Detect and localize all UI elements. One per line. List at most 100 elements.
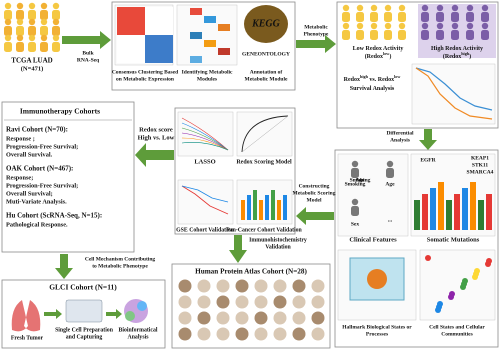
label: Age: [385, 181, 395, 187]
cell-icon: [472, 274, 478, 280]
label: Clinical Features: [349, 236, 397, 243]
tissue-icon: [292, 311, 306, 325]
person-icon: [466, 12, 474, 22]
survival-curve: [415, 67, 493, 120]
module-block: [218, 48, 230, 55]
arrow: [229, 235, 247, 263]
person-icon: [342, 12, 350, 22]
tissue-icon: [254, 279, 268, 293]
label: Metabolic: [304, 24, 328, 30]
heatmap-cell: [145, 21, 152, 28]
heatmap-cell: [159, 56, 166, 63]
heatmap-cell: [131, 21, 138, 28]
hallmark-icon: [367, 269, 387, 289]
lasso-path: [181, 142, 229, 151]
person-icon: [398, 30, 406, 40]
person-icon: [16, 2, 24, 10]
heatmap-cell: [159, 35, 166, 42]
mutation-bar: [486, 194, 492, 230]
label: High Redox Activity: [431, 46, 483, 52]
heatmap-cell: [117, 21, 124, 28]
person-icon: [481, 30, 489, 40]
heatmap-cell: [152, 14, 159, 21]
mutation-bar: [414, 200, 420, 230]
label: Pathological Response.: [6, 221, 68, 228]
person-icon: [356, 30, 364, 40]
person-icon: [436, 4, 444, 12]
heatmap-cell: [117, 35, 124, 42]
tissue-icon: [197, 295, 211, 309]
arrow: [135, 143, 174, 167]
person-icon: [451, 4, 459, 12]
label: Phenotype: [304, 31, 329, 37]
person-icon: [52, 18, 60, 26]
mutation-bar: [438, 182, 444, 230]
heatmap-cell: [138, 7, 145, 14]
person-icon: [451, 30, 459, 40]
pan-bar: [241, 200, 245, 220]
label: Validation: [265, 244, 291, 250]
mutation-bar: [462, 188, 468, 230]
heatmap-cell: [145, 28, 152, 35]
label: Constructing: [299, 183, 330, 189]
heatmap-cell: [131, 42, 138, 49]
heatmap-cell: [131, 14, 138, 21]
tissue-icon: [178, 279, 192, 293]
label: Overall Survival.: [6, 151, 53, 158]
heatmap-cell: [124, 49, 131, 56]
tissue-icon: [292, 327, 306, 341]
heatmap-cell: [145, 56, 152, 63]
mutation-bar: [454, 194, 460, 230]
tissue-icon: [273, 311, 287, 325]
person-icon: [351, 198, 359, 206]
tissue-icon: [216, 279, 230, 293]
tissue-icon: [216, 311, 230, 325]
label: (N=471): [21, 65, 43, 72]
cell-icon: [425, 255, 431, 261]
heatmap-cell: [166, 35, 173, 42]
label: Cell States and Cellular: [429, 324, 485, 330]
label-part: Low Redox Activity: [353, 46, 404, 52]
pan-bar: [247, 195, 251, 220]
label: Survival Analysis: [350, 86, 395, 92]
label: Metabolic Scoring: [293, 190, 336, 196]
person-icon: [356, 22, 364, 30]
panel: [176, 4, 238, 66]
module-block: [204, 16, 216, 23]
person-icon: [4, 42, 12, 52]
label: Metabolic Module: [245, 76, 288, 82]
tissue-icon: [311, 327, 325, 341]
person-icon: [16, 10, 24, 20]
tissue-icon: [292, 279, 306, 293]
heatmap-cell: [166, 28, 173, 35]
module-block: [190, 32, 202, 39]
label: Annotation of: [250, 69, 283, 75]
heatmap-cell: [138, 21, 145, 28]
person-icon: [451, 12, 459, 22]
label: Redox score: [139, 126, 173, 133]
heatmap-cell: [145, 14, 152, 21]
tissue-icon: [197, 279, 211, 293]
tissue-icon: [178, 295, 192, 309]
label: Human Protein Atlas Cohort (N=28): [195, 268, 307, 276]
cell-icon: [448, 294, 454, 300]
heatmap-cell: [159, 21, 166, 28]
person-icon: [481, 12, 489, 22]
cell-icon: [460, 284, 466, 290]
pan-bar: [283, 195, 287, 220]
person-icon: [52, 42, 60, 52]
heatmap-cell: [145, 42, 152, 49]
person-icon: [421, 4, 429, 12]
heatmap-cell: [124, 21, 131, 28]
heatmap-cell: [138, 35, 145, 42]
person-icon: [384, 12, 392, 22]
label: LASSO: [194, 158, 215, 165]
person-icon: [4, 10, 12, 20]
person-icon: [386, 160, 394, 168]
tissue-icon: [178, 311, 192, 325]
heatmap-cell: [166, 7, 173, 14]
tissue-icon: [216, 295, 230, 309]
label-part: Survival Analysis: [350, 86, 395, 92]
person-icon: [40, 18, 48, 26]
